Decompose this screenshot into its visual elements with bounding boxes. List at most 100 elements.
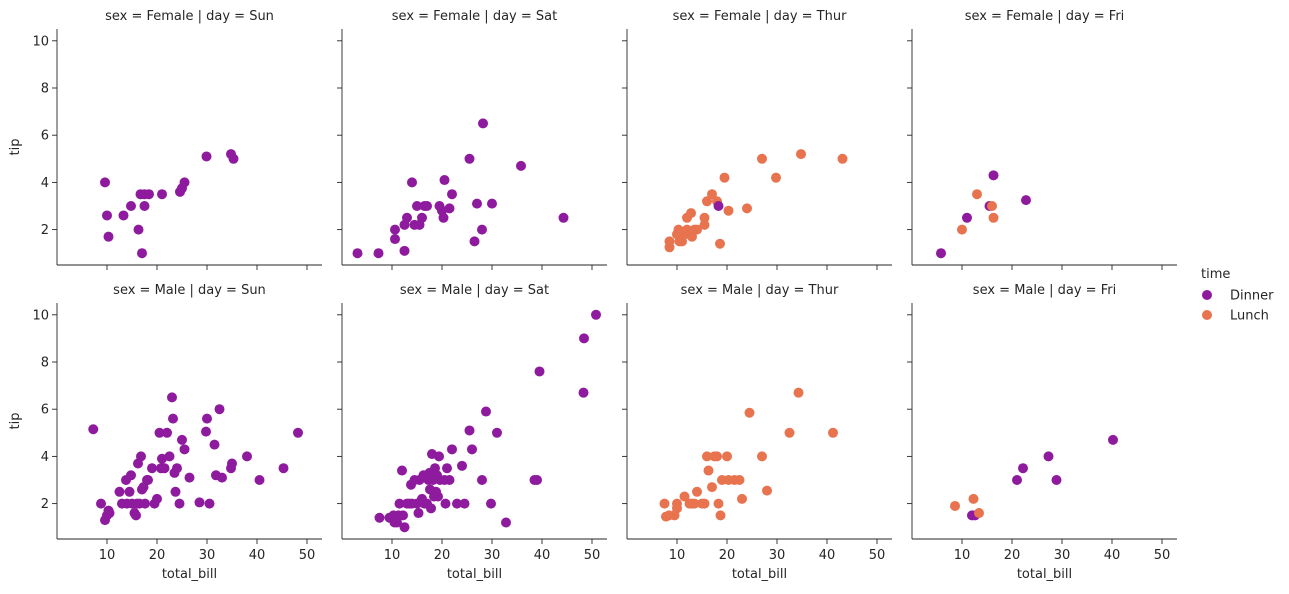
scatter-point-dinner [434, 451, 444, 462]
facet-title: sex = Female | day = Fri [965, 9, 1125, 24]
scatter-point-dinner [144, 189, 154, 200]
scatter-point-dinner [154, 427, 165, 438]
scatter-point-dinner [126, 470, 136, 481]
scatter-point-lunch [689, 498, 700, 509]
scatter-point-dinner [201, 426, 211, 437]
scatter-point-dinner [201, 151, 212, 162]
scatter-point-dinner [227, 458, 237, 469]
y-tick-label: 10 [32, 308, 49, 323]
scatter-point-dinner [140, 498, 150, 509]
scatter-point-lunch [796, 149, 806, 160]
scatter-point-dinner [179, 444, 190, 455]
scatter-point-dinner [143, 475, 153, 485]
scatter-point-lunch [692, 224, 702, 235]
scatter-point-lunch [712, 451, 722, 462]
scatter-point-dinner [390, 224, 400, 235]
scatter-point-dinner [114, 486, 125, 497]
scatter-point-dinner [139, 201, 150, 211]
scatter-point-dinner [194, 497, 205, 508]
scatter-point-dinner [118, 210, 129, 221]
x-tick-label: 20 [719, 548, 736, 563]
scatter-point-dinner [407, 177, 417, 188]
scatter-point-dinner [1043, 451, 1054, 462]
scatter-point-lunch [957, 224, 967, 235]
scatter-point-dinner [481, 406, 491, 417]
scatter-point-dinner [390, 234, 400, 245]
scatter-point-lunch [784, 427, 795, 438]
facet-title: sex = Female | day = Thur [673, 9, 848, 24]
scatter-point-dinner [477, 475, 487, 485]
scatter-point-dinner [174, 498, 185, 509]
y-tick-label: 2 [41, 223, 49, 238]
scatter-point-dinner [88, 424, 99, 435]
scatter-point-lunch [664, 242, 675, 253]
scatter-point-dinner [459, 498, 470, 509]
scatter-point-dinner [159, 463, 170, 474]
scatter-point-dinner [579, 333, 589, 344]
scatter-point-dinner [242, 451, 252, 462]
x-axis-label: total_bill [732, 567, 787, 582]
scatter-point-lunch [702, 451, 712, 462]
scatter-point-dinner [444, 475, 455, 485]
scatter-point-dinner [433, 491, 443, 502]
scatter-point-dinner [103, 231, 114, 242]
scatter-point-dinner [478, 118, 488, 129]
scatter-point-dinner [168, 413, 178, 424]
scatter-point-dinner [167, 392, 177, 403]
y-axis-label: tip [8, 139, 23, 156]
scatter-point-lunch [771, 172, 781, 183]
scatter-point-lunch [744, 407, 755, 418]
scatter-point-dinner [578, 387, 589, 398]
x-tick-label: 50 [584, 548, 601, 563]
scatter-point-dinner [399, 522, 410, 533]
facet-title: sex = Male | day = Fri [973, 283, 1116, 298]
scatter-point-dinner [217, 472, 227, 483]
scatter-point-dinner [131, 510, 141, 521]
x-tick-label: 40 [534, 548, 551, 563]
scatter-point-dinner [398, 510, 408, 521]
scatter-point-dinner [467, 444, 477, 455]
scatter-point-dinner [447, 189, 457, 200]
scatter-point-dinner [104, 508, 115, 519]
scatter-point-dinner [147, 463, 157, 474]
scatter-point-dinner [172, 463, 182, 474]
x-tick-label: 30 [199, 548, 216, 563]
y-tick-label: 6 [41, 129, 49, 144]
scatter-point-dinner [532, 475, 542, 485]
y-axis-label: tip [8, 413, 23, 430]
facet-title: sex = Male | day = Thur [681, 283, 839, 298]
x-axis-label: total_bill [447, 567, 502, 582]
y-tick-label: 10 [32, 34, 49, 49]
x-tick-label: 20 [149, 548, 166, 563]
scatter-point-dinner [157, 189, 167, 200]
scatter-point-lunch [703, 465, 714, 476]
scatter-point-dinner [228, 153, 239, 164]
scatter-point-dinner [486, 498, 496, 509]
scatter-point-dinner [962, 212, 972, 223]
scatter-point-lunch [686, 208, 696, 219]
scatter-point-dinner [394, 498, 405, 509]
scatter-point-dinner [439, 175, 450, 186]
legend-label-dinner: Dinner [1230, 289, 1274, 304]
scatter-point-dinner [162, 427, 172, 438]
scatter-point-dinner [96, 498, 106, 509]
x-axis-label: total_bill [162, 567, 217, 582]
scatter-point-lunch [793, 387, 804, 398]
x-tick-label: 50 [1154, 548, 1171, 563]
facet-title: sex = Male | day = Sun [113, 283, 266, 298]
scatter-point-dinner [254, 475, 265, 485]
x-tick-label: 30 [484, 548, 501, 563]
scatter-point-lunch [672, 503, 682, 514]
scatter-point-lunch [719, 172, 730, 183]
x-tick-label: 10 [669, 548, 686, 563]
scatter-point-dinner [157, 453, 167, 464]
x-tick-label: 10 [99, 548, 116, 563]
scatter-point-dinner [558, 212, 569, 223]
x-tick-label: 50 [869, 548, 886, 563]
legend-label-lunch: Lunch [1230, 309, 1269, 324]
scatter-point-dinner [1021, 195, 1031, 206]
scatter-point-dinner [152, 493, 162, 504]
scatter-point-lunch [837, 153, 848, 164]
